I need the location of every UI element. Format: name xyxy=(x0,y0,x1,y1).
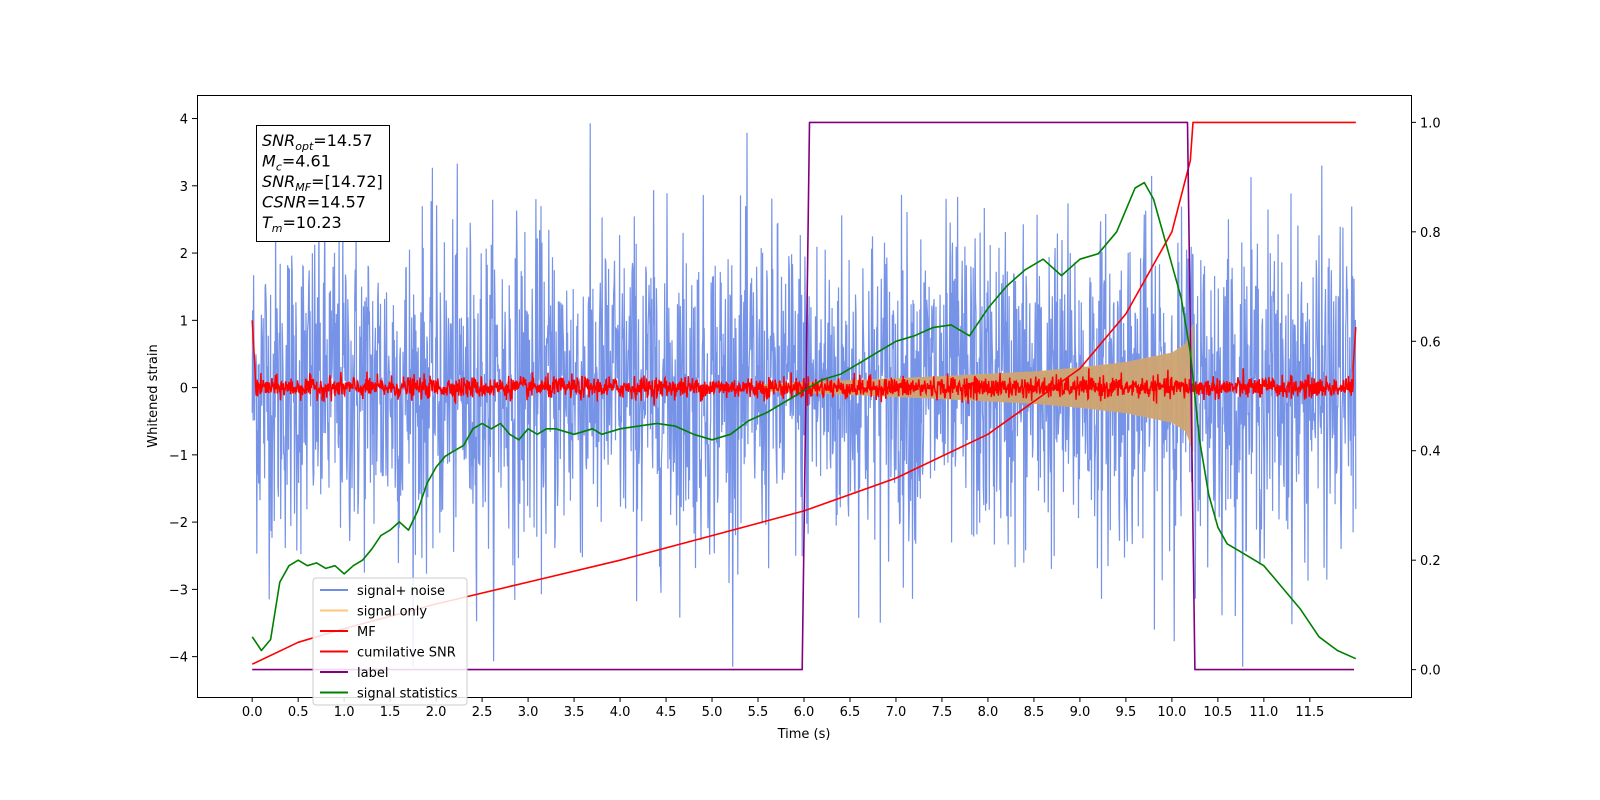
annotation-value: =10.23 xyxy=(283,213,342,232)
x-tick-label: 7.5 xyxy=(932,705,953,720)
x-tick-label: 10.5 xyxy=(1203,705,1232,720)
legend-entry: cumilative SNR xyxy=(357,646,456,661)
series-label xyxy=(252,121,1354,671)
x-tick-label: 1.0 xyxy=(334,705,355,720)
annotation-line: CSNR=14.57 xyxy=(262,193,366,212)
y-tick-label: −4 xyxy=(169,651,188,666)
x-tick-label: 9.0 xyxy=(1070,705,1091,720)
annotation-symbol: T xyxy=(262,213,273,232)
legend-entry: MF xyxy=(357,625,376,640)
annotation-value: =[14.72] xyxy=(311,172,383,191)
series-mf xyxy=(251,320,1357,406)
x-tick-label: 8.5 xyxy=(1024,705,1045,720)
x-tick-label: 11.5 xyxy=(1295,705,1324,720)
legend: signal+ noise signal only MF cumilative SNR… xyxy=(312,577,468,706)
x-tick-label: 4.0 xyxy=(610,705,631,720)
annotation-subscript: c xyxy=(276,161,282,174)
y2-tick-label: 0.2 xyxy=(1420,554,1441,569)
y-axis-right: 0.0 0.2 0.4 0.6 0.8 1.0 xyxy=(1411,116,1441,679)
x-tick-label: 7.0 xyxy=(886,705,907,720)
annotation-symbol: SNR xyxy=(262,172,295,191)
annotation-value: =4.61 xyxy=(282,152,331,171)
x-tick-label: 3.0 xyxy=(518,705,539,720)
legend-frame xyxy=(312,577,468,706)
x-tick-label: 6.0 xyxy=(794,705,815,720)
y-tick-label: −1 xyxy=(169,449,188,464)
x-tick-label: 0.0 xyxy=(242,705,263,720)
annotation-frame xyxy=(256,125,390,242)
series-signal-noise xyxy=(251,123,1357,667)
y-axis-label: Whitened strain xyxy=(146,344,161,447)
y2-tick-label: 1.0 xyxy=(1420,116,1441,131)
annotation-symbol: M xyxy=(262,152,276,171)
annotation-value: =14.57 xyxy=(313,131,372,150)
annotation-line: SNRMF=[14.72] xyxy=(262,172,383,194)
y-axis-left: −4 −3 −2 −1 0 1 2 3 4 xyxy=(169,113,197,666)
y2-tick-label: 0.6 xyxy=(1420,335,1441,350)
y2-tick-label: 0.4 xyxy=(1420,445,1441,460)
y-tick-label: 0 xyxy=(180,382,188,397)
x-tick-label: 6.5 xyxy=(840,705,861,720)
x-tick-label: 0.5 xyxy=(288,705,309,720)
x-tick-label: 1.5 xyxy=(380,705,401,720)
annotation-subscript: opt xyxy=(295,140,314,153)
y-tick-label: −3 xyxy=(169,583,188,598)
y-tick-label: 1 xyxy=(180,314,188,329)
annotation-line: Tm=10.23 xyxy=(262,213,342,235)
x-tick-label: 5.0 xyxy=(702,705,723,720)
x-tick-label: 2.5 xyxy=(472,705,493,720)
legend-entry: signal statistics xyxy=(357,687,458,702)
y-tick-label: 3 xyxy=(180,180,188,195)
legend-entry: signal+ noise xyxy=(357,584,445,599)
y2-tick-label: 0.8 xyxy=(1420,226,1441,241)
legend-entry: label xyxy=(357,666,388,681)
x-tick-label: 9.5 xyxy=(1116,705,1137,720)
x-tick-label: 11.0 xyxy=(1249,705,1278,720)
annotation-line: Mc=4.61 xyxy=(262,152,331,174)
x-tick-label: 8.0 xyxy=(978,705,999,720)
x-axis-label: Time (s) xyxy=(777,727,831,742)
x-tick-label: 3.5 xyxy=(564,705,585,720)
x-axis: 0.0 0.5 1.0 1.5 2.0 2.5 3.0 3.5 4.0 4.5 5.0 5.5 6.0 6… xyxy=(242,697,1324,720)
annotation-symbol: SNR xyxy=(262,131,295,150)
y-tick-label: 2 xyxy=(180,247,188,262)
annotation-line: SNRopt=14.57 xyxy=(262,131,373,153)
annotation-subscript: MF xyxy=(295,181,311,194)
y2-tick-label: 0.0 xyxy=(1420,664,1441,679)
x-tick-label: 2.0 xyxy=(426,705,447,720)
x-tick-label: 5.5 xyxy=(748,705,769,720)
x-tick-label: 10.0 xyxy=(1157,705,1186,720)
annotation-value: =14.57 xyxy=(307,193,366,212)
legend-entry: signal only xyxy=(357,605,427,620)
y-tick-label: 4 xyxy=(180,113,188,128)
y-tick-label: −2 xyxy=(169,516,188,531)
series-signal-statistics xyxy=(251,181,1357,660)
annotation-symbol: CSNR xyxy=(262,193,307,212)
x-tick-label: 4.5 xyxy=(656,705,677,720)
annotation-box: SNRopt=14.57Mc=4.61SNRMF=[14.72]CSNR=14.… xyxy=(256,125,390,242)
annotation-subscript: m xyxy=(272,222,283,235)
